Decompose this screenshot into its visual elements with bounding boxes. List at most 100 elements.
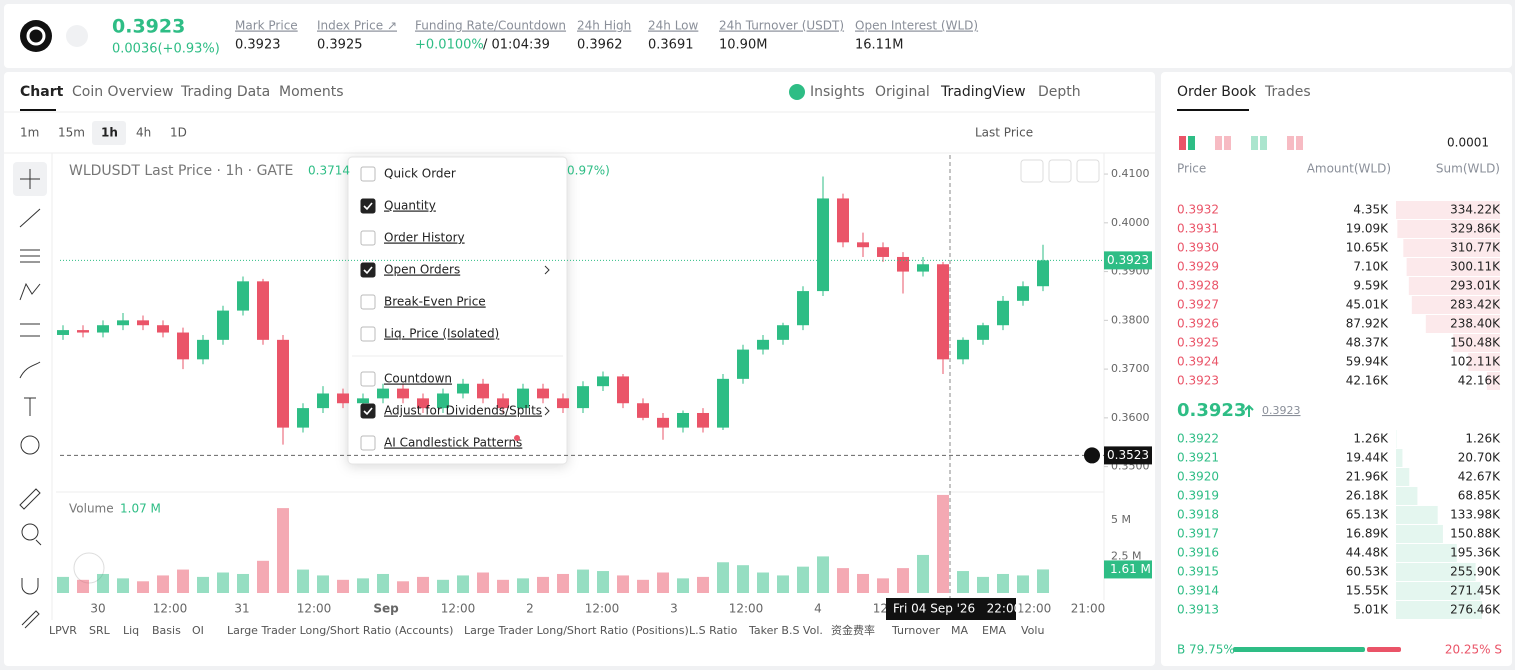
ob-price: 0.3928 (1177, 279, 1219, 293)
view-tab[interactable]: Depth (1038, 84, 1081, 100)
menu-item[interactable]: Break-Even Price (384, 295, 486, 309)
precision[interactable]: 0.0001 (1447, 136, 1489, 150)
checkbox[interactable] (360, 435, 376, 451)
checkbox[interactable] (360, 262, 376, 278)
menu-item[interactable]: AI Candlestick Patterns (384, 436, 522, 450)
candle-body (857, 242, 869, 248)
candle-body (237, 281, 249, 311)
layout-icon[interactable] (1251, 136, 1258, 150)
layout-icon[interactable] (1287, 136, 1294, 150)
ob-amount: 26.18K (1346, 489, 1389, 503)
ob-sum: 150.48K (1450, 336, 1501, 350)
indicator[interactable]: EMA (982, 624, 1006, 637)
indicator[interactable]: Large Trader Long/Short Ratio (Positions… (464, 624, 689, 637)
view-tab[interactable]: TradingView (940, 84, 1026, 100)
menu-item[interactable]: Countdown (384, 372, 452, 386)
indicator[interactable]: Large Trader Long/Short Ratio (Accounts) (227, 624, 453, 637)
chart-button[interactable] (1076, 159, 1100, 183)
x-tick-label: 12:00 (585, 602, 620, 616)
view-tab[interactable]: Insights (810, 84, 865, 100)
interval[interactable]: 1m (20, 126, 39, 140)
candle-body (117, 320, 129, 326)
indicator[interactable]: Basis (152, 624, 181, 637)
indicator[interactable]: Liq (123, 624, 139, 637)
x-tick-label: 31 (234, 602, 249, 616)
indicator[interactable]: Taker B.S Vol. (748, 624, 823, 637)
volume-bar (177, 569, 189, 593)
checkbox[interactable] (360, 371, 376, 387)
indicator[interactable]: SRL (89, 624, 111, 637)
ob-tab[interactable]: Order Book (1177, 84, 1257, 100)
buy-bar (1233, 647, 1365, 652)
drawing-tools (13, 162, 47, 629)
checkbox[interactable] (360, 326, 376, 342)
favorite[interactable] (66, 25, 88, 47)
checkbox[interactable] (360, 198, 376, 214)
candle-body (837, 198, 849, 243)
ob-sum: 293.01K (1450, 279, 1501, 293)
checkmark (363, 266, 373, 275)
tab[interactable]: Coin Overview (72, 84, 173, 100)
ob-column: Price (1177, 162, 1206, 176)
candle-body (77, 330, 89, 333)
indicator[interactable]: L.S Ratio (689, 624, 738, 637)
chart-button[interactable] (1020, 159, 1044, 183)
checkbox[interactable] (360, 294, 376, 310)
indicator[interactable]: MA (951, 624, 968, 637)
volume-bar (477, 572, 489, 593)
indicator[interactable]: OI (192, 624, 204, 637)
crosshair-add[interactable] (1084, 447, 1100, 464)
depth-bar (1396, 544, 1457, 562)
ob-amount: 15.55K (1346, 584, 1389, 598)
tab[interactable]: Chart (20, 84, 64, 100)
volume-label: Volume (69, 502, 114, 516)
layout-icon (1224, 136, 1231, 150)
menu-item[interactable]: Adjust for Dividends/Splits (384, 404, 542, 418)
last-price-label: 0.3923 (1107, 253, 1149, 267)
indicator[interactable]: Turnover (891, 624, 940, 637)
tab[interactable]: Moments (279, 84, 344, 100)
logo-mark (26, 26, 46, 46)
checkbox[interactable] (360, 230, 376, 246)
field-label: Open Interest (WLD) (855, 19, 978, 33)
candle-body (577, 386, 589, 409)
volume-bar (317, 575, 329, 593)
indicator[interactable]: Volu (1021, 624, 1044, 637)
menu-item[interactable]: Liq. Price (Isolated) (384, 327, 499, 341)
candle-body (917, 264, 929, 272)
indicator[interactable]: 资金费率 (831, 623, 875, 637)
ob-price: 0.3925 (1177, 336, 1219, 350)
ob-sum: 133.98K (1450, 508, 1501, 522)
candle-body (57, 330, 69, 335)
candle-body (477, 383, 489, 399)
checkbox[interactable] (360, 403, 376, 419)
indicator[interactable]: LPVR (49, 624, 77, 637)
interval[interactable]: 1h (101, 126, 118, 140)
chart-button[interactable] (1048, 159, 1072, 183)
menu-item[interactable]: Quantity (384, 199, 436, 213)
checkmark (363, 407, 373, 416)
x-tick-label: 4 (814, 602, 822, 616)
volume-bar (977, 576, 989, 593)
candle-body (357, 398, 369, 404)
ob-price: 0.3926 (1177, 317, 1219, 331)
menu-item[interactable]: Quick Order (384, 167, 456, 181)
menu-item[interactable]: Open Orders (384, 263, 460, 277)
layout-icon (1188, 136, 1195, 150)
ob-tab[interactable]: Trades (1264, 84, 1311, 100)
menu-item[interactable]: Order History (384, 231, 465, 245)
layout-icon[interactable] (1179, 136, 1186, 150)
ob-amount: 42.16K (1346, 374, 1389, 388)
interval[interactable]: 15m (58, 126, 85, 140)
volume-tick-label: 5 M (1111, 513, 1131, 526)
field-label: Funding Rate/Countdown (415, 19, 566, 33)
layout-icon[interactable] (1215, 136, 1222, 150)
price-source[interactable]: Last Price (975, 126, 1033, 140)
candle-body (597, 376, 609, 387)
checkbox[interactable] (360, 166, 376, 182)
candle-body (657, 417, 669, 428)
interval[interactable]: 4h (136, 126, 151, 140)
view-tab[interactable]: Original (875, 84, 930, 100)
tab[interactable]: Trading Data (180, 84, 270, 100)
interval[interactable]: 1D (170, 126, 187, 140)
